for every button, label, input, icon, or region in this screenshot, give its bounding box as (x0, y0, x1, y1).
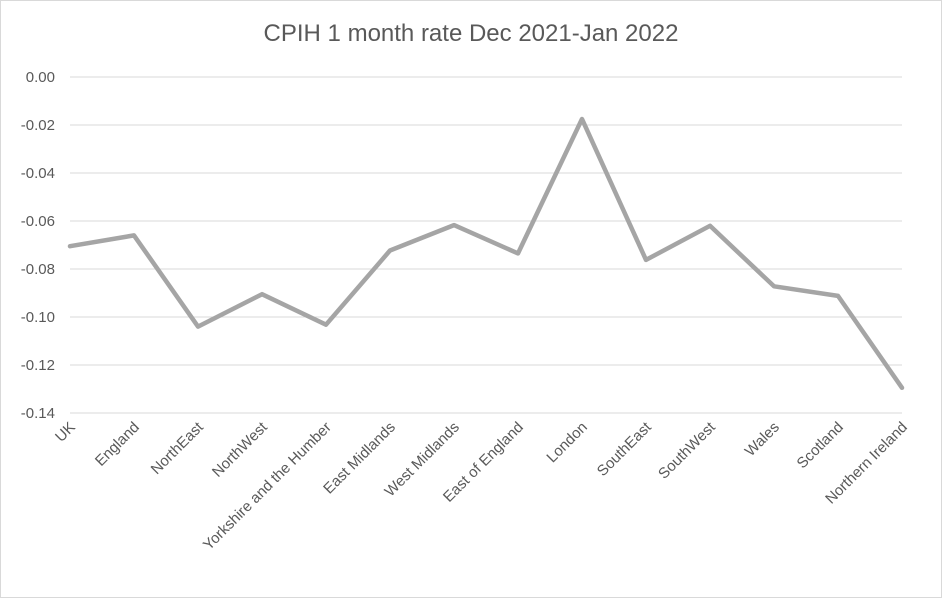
x-tick-label: London (543, 419, 590, 466)
x-tick-label: Yorkshire and the Humber (200, 419, 335, 554)
y-tick-label: -0.12 (21, 357, 55, 374)
y-tick-label: -0.02 (21, 117, 55, 134)
gridlines (70, 76, 902, 414)
y-tick-label: -0.14 (21, 405, 55, 422)
x-tick-label: UK (52, 419, 79, 446)
y-tick-label: -0.06 (21, 213, 55, 230)
x-tick-label: NorthWest (209, 418, 272, 481)
y-tick-label: 0.00 (26, 69, 55, 86)
y-axis: 0.00 -0.02 -0.04 -0.06 -0.08 -0.10 -0.12 -0.14 (21, 69, 55, 422)
series-line (67, 116, 905, 391)
chart-title: CPIH 1 month rate Dec 2021-Jan 2022 (263, 20, 679, 47)
x-tick-label: Wales (742, 419, 783, 460)
series-polyline (67, 116, 905, 391)
x-tick-label: NorthEast (148, 418, 208, 478)
x-tick-label: SouthWest (655, 418, 719, 482)
x-tick-label: Scotland (794, 419, 847, 472)
x-tick-label: England (92, 419, 143, 470)
y-tick-label: -0.10 (21, 309, 55, 326)
y-tick-label: -0.08 (21, 261, 55, 278)
x-tick-label: SouthEast (594, 418, 656, 480)
y-tick-label: -0.04 (21, 165, 55, 182)
